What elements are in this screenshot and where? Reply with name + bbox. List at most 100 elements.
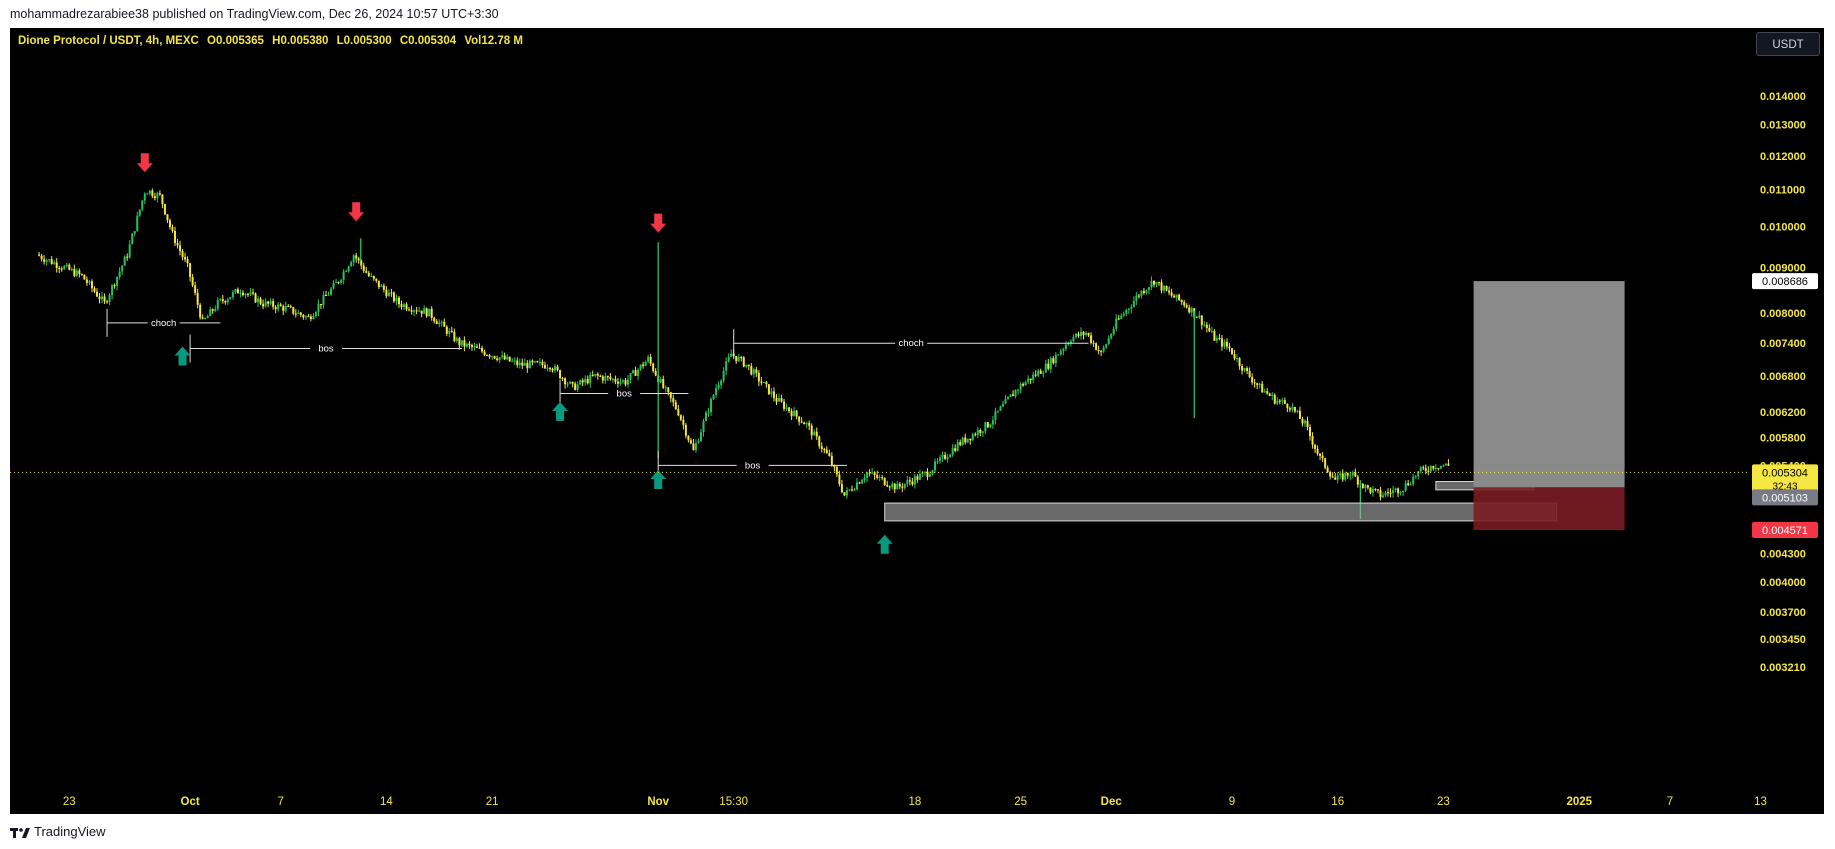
candle-body [277,304,280,310]
candle-body [201,317,204,319]
structure-label: choch [898,338,923,349]
candle-body [775,397,778,402]
candle-body [55,262,58,268]
candle-body [73,268,76,277]
candle-body [772,391,775,398]
candle-body [795,410,798,417]
structure-label: bos [745,460,761,471]
tradingview-brand[interactable]: TradingView [10,824,106,839]
candle-body [410,310,413,312]
candle-body [825,449,828,454]
candle-body [526,363,529,369]
candle-body [901,486,904,488]
candle-body [632,370,635,374]
candle-body [800,421,803,423]
candle-body [908,480,911,482]
candle-body [554,366,557,371]
candle-body [1205,324,1208,328]
candle-body [742,357,745,367]
candle-body [209,309,212,317]
candle-body [48,259,51,261]
candle-body [1364,485,1367,488]
candle-body [1276,400,1279,404]
target-zone [1473,281,1625,488]
candle-body [246,293,249,295]
candle-body [1014,389,1017,397]
candle-body [304,316,307,318]
candle-body [1077,333,1080,336]
candle-body [712,395,715,399]
candle-body [697,441,700,444]
candle-body [219,299,222,301]
candle-body [163,204,166,215]
candle-body [1231,348,1233,355]
candle-body [798,416,801,422]
candle-body [1334,477,1337,480]
candle-body [1429,466,1432,472]
candle-body [745,364,748,367]
candle-body [70,268,73,270]
candle-body [493,356,496,359]
candle-body [991,420,994,425]
candle-body [289,306,292,308]
candle-body [528,360,531,369]
candle-body [1314,444,1317,449]
candle-body [478,347,481,349]
candle-body [1309,427,1312,437]
y-tick-label: 0.004300 [1760,549,1806,561]
candle-body [103,296,106,302]
currency-button[interactable]: USDT [1756,32,1820,56]
candle-body [604,376,607,381]
candle-body [45,260,48,262]
candle-body [574,383,577,391]
candle-body [1105,344,1108,348]
candle-body [196,292,199,305]
candle-body [780,398,783,402]
candle-body [171,226,174,231]
candle-body [382,285,385,290]
candle-body [292,307,295,314]
candle-body [1447,463,1450,466]
candle-body [788,407,791,412]
candle-body [453,331,456,341]
candle-body [850,489,853,491]
candle-body [1125,309,1128,314]
candle-body [252,292,255,294]
candle-body [299,312,302,315]
candle-body [126,256,129,258]
candle-body [961,437,964,445]
candle-body [976,429,979,436]
candle-body [1296,410,1299,412]
candle-body [131,233,134,245]
candle-body [211,309,214,311]
candle-body [1155,282,1158,285]
entry-price-label: 0.005103 [1762,492,1808,504]
candle-body [1062,348,1065,351]
candle-body [747,364,750,366]
candle-body [591,374,594,376]
candle-body [1115,318,1118,329]
candle-body [146,193,149,195]
candle-body [621,380,624,382]
candle-body [314,312,317,316]
candle-body [1019,383,1022,390]
candle-body [599,375,602,377]
candle-body [267,301,270,304]
candle-body [428,308,431,317]
candle-body [319,303,322,306]
candle-body [994,411,997,421]
buy-arrow-icon [650,470,667,490]
candle-body [1160,282,1163,291]
candle-body [168,220,171,227]
candle-body [1208,327,1211,332]
candle-body [415,310,418,312]
candle-body [1361,483,1364,488]
candle-body [725,361,728,371]
candle-body [1047,363,1050,369]
y-tick-label: 0.010000 [1760,221,1806,233]
candle-body [78,270,81,274]
candle-body [496,358,499,361]
candle-body [234,289,237,293]
candle-body [1072,337,1075,342]
